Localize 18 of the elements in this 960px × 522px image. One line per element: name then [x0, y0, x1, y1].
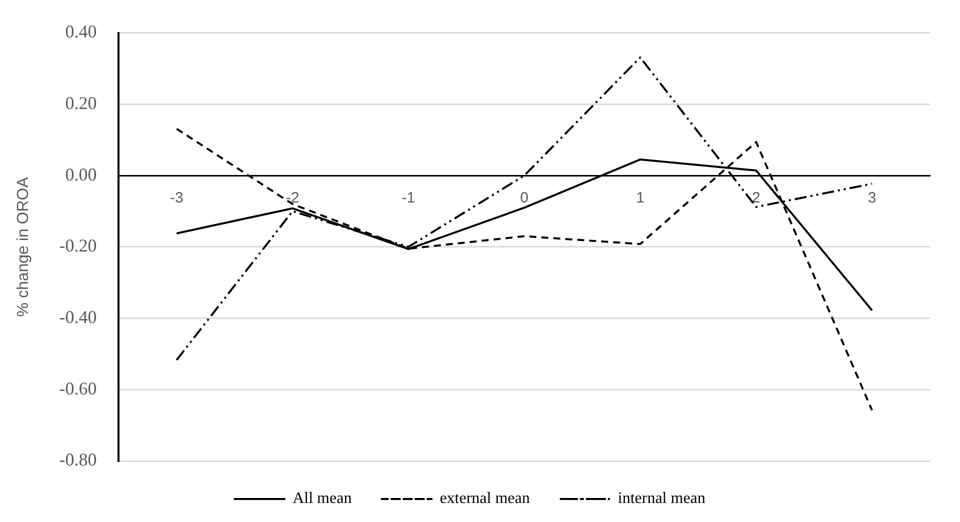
- y-tick-label: 0.20: [65, 92, 97, 113]
- y-tick-label: -0.80: [59, 450, 97, 470]
- x-tick-label: 2: [752, 190, 760, 207]
- x-tick-label: 0: [520, 190, 529, 207]
- y-tick-label: 0.00: [65, 164, 97, 184]
- legend-label: internal mean: [618, 490, 706, 508]
- y-tick-label: -0.60: [59, 378, 97, 398]
- y-tick-label: -0.40: [59, 307, 97, 327]
- x-tick-label: 1: [636, 190, 644, 207]
- y-tick-label: -0.20: [59, 236, 97, 256]
- legend-label: All mean: [292, 490, 352, 508]
- y-tick-label: 0.40: [65, 22, 97, 42]
- x-tick-label: -3: [170, 190, 184, 207]
- legend-label: external mean: [440, 490, 530, 508]
- x-tick-label: -2: [286, 190, 300, 207]
- x-tick-label: -1: [402, 190, 416, 207]
- x-tick-label: 3: [868, 190, 876, 207]
- y-axis-title: % change in OROA: [15, 176, 32, 317]
